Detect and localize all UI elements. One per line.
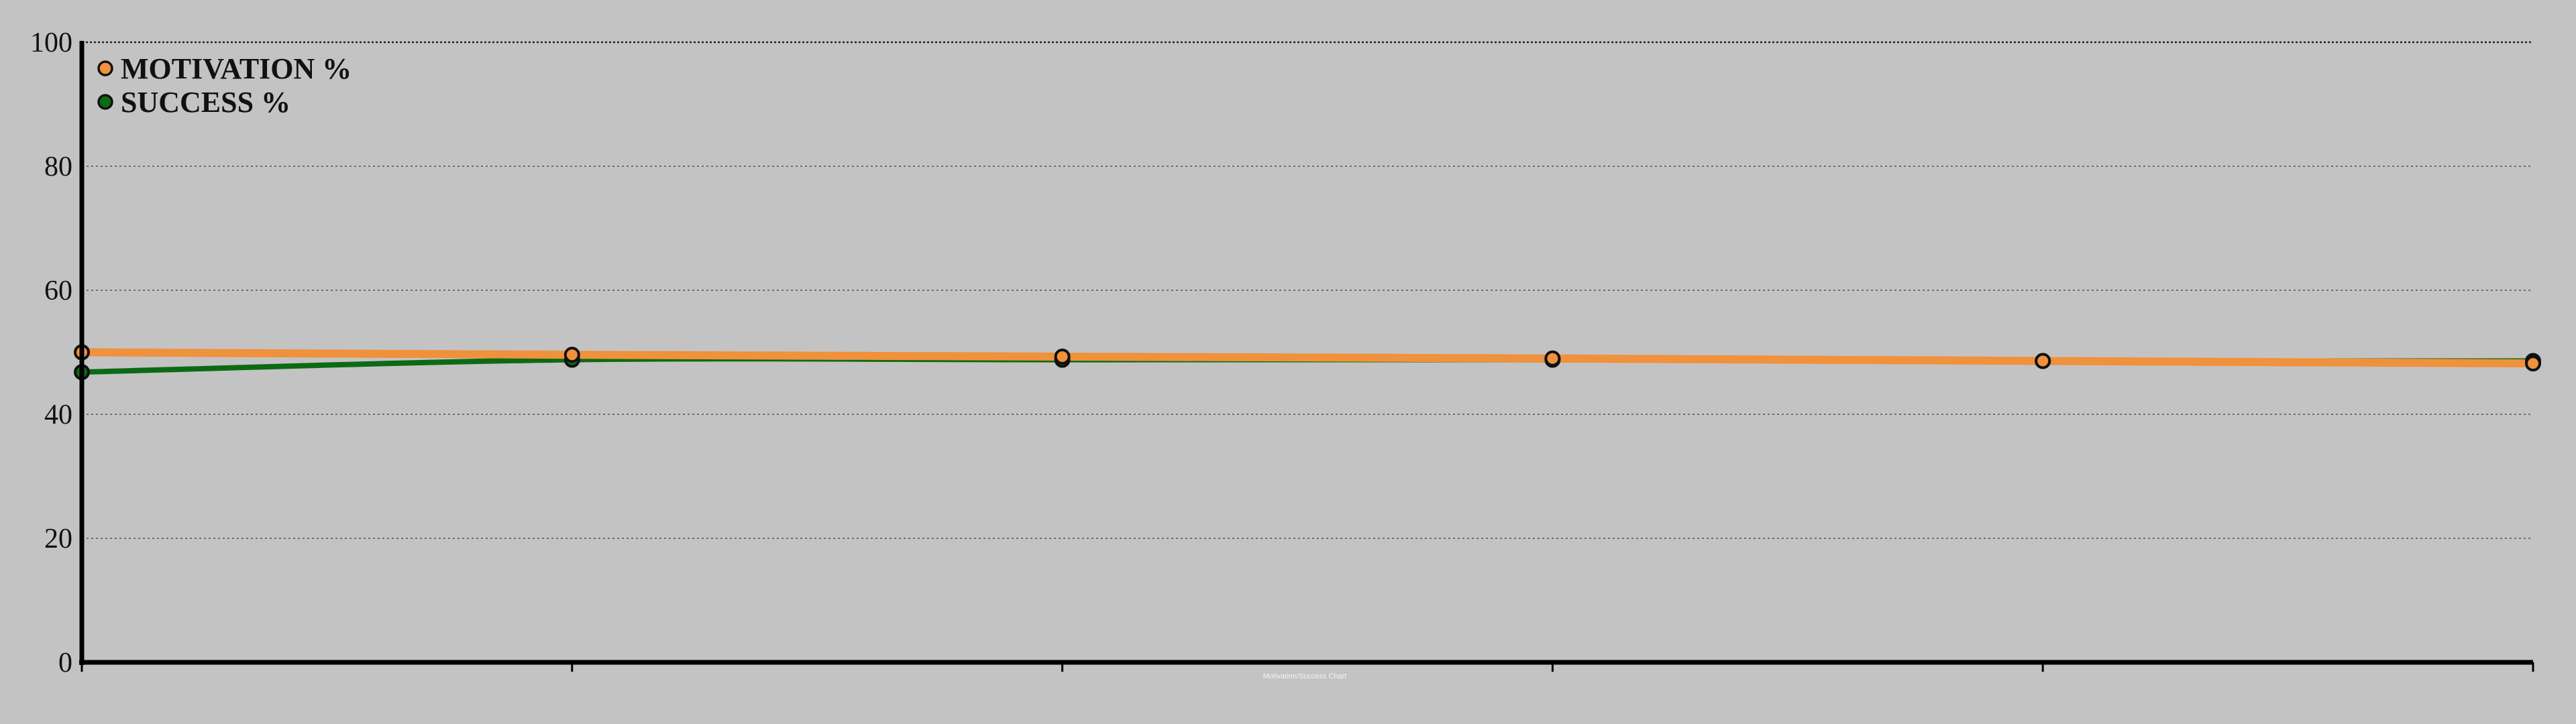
series-line-motivation xyxy=(78,348,2537,368)
data-point-motivation xyxy=(564,347,580,363)
axes-layer: 0 20 40 60 80 100 xyxy=(30,27,2534,678)
legend-label-motivation: MOTIVATION % xyxy=(121,52,352,85)
y-tick-label: 100 xyxy=(30,27,72,58)
data-point-motivation xyxy=(2035,353,2051,369)
footer-note: Motivation/Success Chart xyxy=(1263,672,1347,680)
data-point-motivation xyxy=(2525,355,2541,372)
y-tick-label: 80 xyxy=(44,152,72,182)
data-point-motivation xyxy=(1054,348,1071,365)
y-tick-label: 20 xyxy=(44,524,72,554)
y-tick-label: 0 xyxy=(58,648,72,678)
legend-marker-motivation xyxy=(97,60,113,76)
legend-label-success: SUCCESS % xyxy=(121,86,290,119)
y-tick-label: 40 xyxy=(44,400,72,430)
grid-layer xyxy=(82,41,2533,539)
legend: MOTIVATION %SUCCESS % xyxy=(97,52,352,119)
data-point-motivation xyxy=(1544,350,1561,367)
legend-marker-success xyxy=(97,94,113,110)
series-layer xyxy=(74,344,2541,381)
y-tick-label: 60 xyxy=(44,276,72,306)
